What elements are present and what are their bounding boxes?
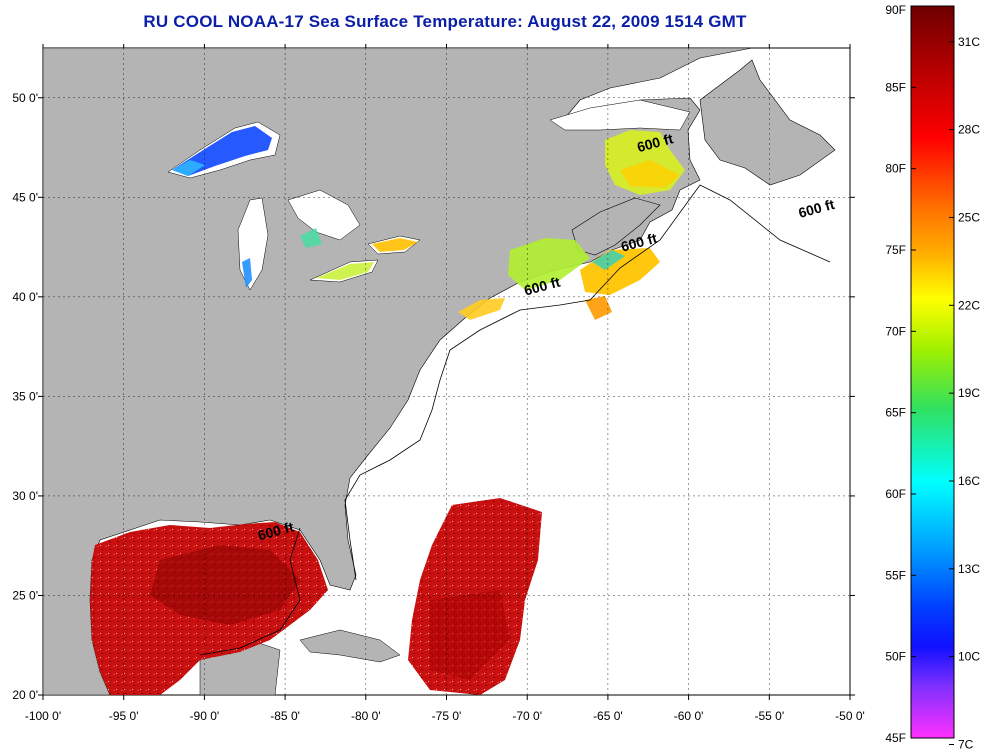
colorbar-label-f: 85F [885, 80, 906, 94]
map-title: RU COOL NOAA-17 Sea Surface Temperature:… [143, 12, 747, 31]
colorbar [910, 5, 955, 739]
colorbar-label-c: 7C [958, 738, 974, 752]
land-newfoundland [699, 59, 836, 186]
lake-huron [287, 189, 361, 241]
y-tick-label: 25 0' [12, 588, 38, 602]
colorbar-label-c: 25C [958, 210, 980, 224]
colorbar-label-f: 45F [885, 731, 906, 745]
axis-ticks [38, 44, 855, 700]
colorbar-label-f: 65F [885, 406, 906, 420]
y-tick-label: 30 0' [12, 489, 38, 503]
sst-gulf-of-maine [508, 238, 590, 290]
colorbar-label-c: 16C [958, 474, 980, 488]
x-tick-label: -75 0' [432, 709, 462, 723]
colorbar-label-f: 75F [885, 243, 906, 257]
x-tick-label: -65 0' [593, 709, 623, 723]
y-tick-label: 45 0' [12, 190, 38, 204]
colorbar-fahrenheit-labels: 90F 85F 80F 75F 70F 65F 60F 55F 50F 45F [885, 3, 916, 745]
isobath-600ft [344, 184, 831, 581]
y-tick-label: 35 0' [12, 389, 38, 403]
sst-south-new-england [458, 298, 505, 320]
colorbar-label-f: 70F [885, 324, 906, 338]
sst-lake-ontario [372, 238, 418, 252]
x-tick-label: -85 0' [270, 709, 300, 723]
sst-lake-michigan [242, 258, 252, 288]
sst-lake-superior-edge [172, 160, 205, 176]
colorbar-label-c: 10C [958, 650, 980, 664]
colorbar-label-c: 13C [958, 562, 980, 576]
x-tick-label: -50 0' [835, 709, 865, 723]
sst-atlantic-swath-dark [430, 590, 510, 680]
sst-gulf-of-mexico-dark [150, 545, 300, 625]
colorbar-label-f: 55F [885, 568, 906, 582]
y-tick-label: 50 0' [12, 91, 38, 105]
latitude-axis: 50 0' 45 0' 40 0' 35 0' 30 0' 25 0' 20 0' [12, 91, 38, 702]
sst-lake-huron [300, 228, 322, 248]
land-north-america [43, 48, 753, 695]
y-tick-label: 20 0' [12, 688, 38, 702]
sst-georges-bank [585, 296, 612, 320]
x-tick-label: -60 0' [674, 709, 704, 723]
st-lawrence [549, 99, 691, 131]
colorbar-label-f: 60F [885, 487, 906, 501]
x-tick-label: -55 0' [754, 709, 784, 723]
map-layers [43, 48, 850, 695]
colorbar-label-c: 22C [958, 298, 980, 312]
longitude-axis: -100 0' -95 0' -90 0' -85 0' -80 0' -75 0' -70… [25, 709, 865, 723]
x-tick-label: -100 0' [25, 709, 61, 723]
x-tick-label: -70 0' [512, 709, 542, 723]
colorbar-label-c: 19C [958, 386, 980, 400]
sst-atlantic-swath [408, 498, 542, 695]
sst-lake-erie [316, 262, 374, 280]
sst-scotian-shelf-cyan [592, 250, 625, 270]
x-tick-label: -80 0' [351, 709, 381, 723]
colorbar-label-f: 50F [885, 650, 906, 664]
sst-gulf-st-lawrence-warm [620, 160, 680, 188]
colorbar-label-f: 80F [885, 162, 906, 176]
x-tick-label: -90 0' [190, 709, 220, 723]
land-cuba [299, 629, 401, 663]
colorbar-label-c: 31C [958, 35, 980, 49]
y-tick-label: 40 0' [12, 290, 38, 304]
x-tick-label: -95 0' [109, 709, 139, 723]
colorbar-label-c: 28C [958, 123, 980, 137]
colorbar-label-f: 90F [885, 3, 906, 17]
isobath-600ft-gulf [199, 527, 301, 656]
colorbar-celsius-labels: 31C 28C 25C 22C 19C 16C 13C 10C 7C [949, 35, 980, 752]
